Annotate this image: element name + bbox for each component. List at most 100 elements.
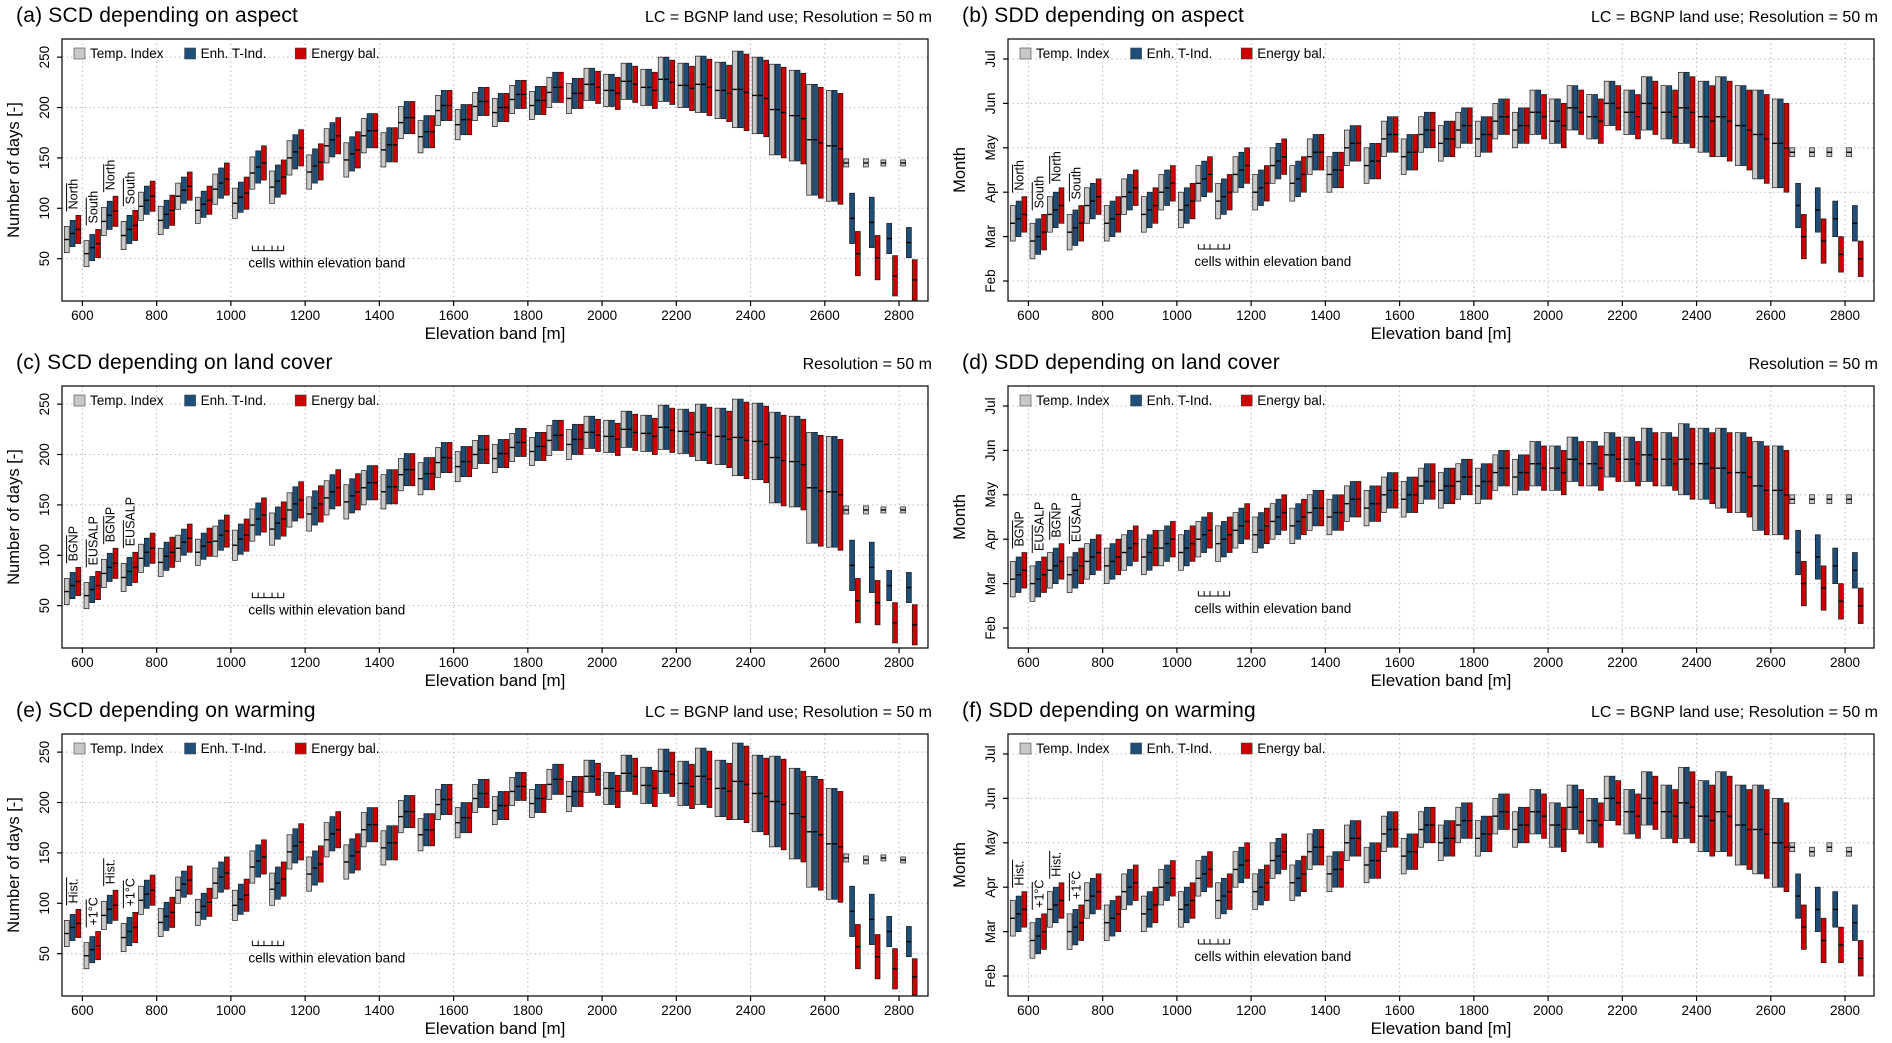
x-tick-label: 1600: [439, 655, 469, 670]
x-axis-label: Elevation band [m]: [425, 324, 566, 343]
x-tick-label: 800: [1091, 655, 1114, 670]
x-tick-label: 2800: [884, 308, 914, 323]
x-tick-label: 2200: [1607, 1003, 1637, 1018]
legend-swatch: [1240, 47, 1253, 60]
x-tick-label: 1400: [1310, 308, 1340, 323]
panel-f-note: LC = BGNP land use; Resolution = 50 m: [1591, 704, 1878, 721]
legend-swatch: [1130, 394, 1142, 407]
axis-frame: [1007, 38, 1875, 302]
cells-annotation-label: cells within elevation band: [1194, 601, 1351, 616]
x-tick-label: 2000: [587, 655, 617, 670]
x-tick-label: 1200: [290, 1003, 320, 1018]
x-tick-label: 1000: [1162, 1003, 1192, 1018]
x-tick-label: 1800: [513, 1003, 543, 1018]
y-tick-label: May: [983, 830, 998, 856]
cells-annotation-label: cells within elevation band: [248, 603, 405, 618]
legend-swatch: [294, 394, 307, 407]
plot-a: 600 800 1000 1200 1400 1600 1800 2000 2200 2400 26…: [5, 38, 929, 343]
y-tick-label: Jun: [983, 92, 998, 114]
legend-label: Energy bal.: [1257, 741, 1325, 756]
legend-swatch: [73, 742, 86, 755]
x-tick-label: 1800: [513, 308, 543, 323]
x-axis-label: Elevation band [m]: [1371, 671, 1512, 690]
legend-label: Enh. T-Ind.: [201, 393, 267, 408]
y-tick-label: 200: [37, 791, 52, 814]
y-tick-label: Jun: [983, 439, 998, 461]
axis-frame: [1007, 733, 1875, 997]
panel-c-note: Resolution = 50 m: [802, 356, 932, 373]
y-axis-label: Month: [951, 494, 969, 540]
x-tick-label: 800: [145, 655, 168, 670]
x-tick-label: 1800: [1459, 1003, 1489, 1018]
group-annotation-label: EUSALP: [1069, 493, 1083, 542]
x-tick-label: 800: [145, 1003, 168, 1018]
legend-label: Energy bal.: [1257, 46, 1325, 61]
legend-swatch: [1240, 394, 1253, 407]
x-tick-label: 2800: [1830, 655, 1860, 670]
y-tick-label: Mar: [983, 919, 998, 943]
group-annotation-label: BGNP: [104, 507, 118, 542]
x-axis-label: Elevation band [m]: [425, 671, 566, 690]
x-tick-label: 1600: [439, 308, 469, 323]
x-tick-label: 600: [1017, 655, 1040, 670]
cells-annotation-label: cells within elevation band: [248, 951, 405, 966]
x-tick-label: 2600: [1756, 308, 1786, 323]
x-tick-label: 2600: [810, 1003, 840, 1018]
legend-label: Enh. T-Ind.: [1147, 741, 1213, 756]
x-tick-label: 2000: [587, 1003, 617, 1018]
legend-swatch: [184, 742, 196, 755]
panel-c-header: (c) SCD depending on land cover Resoluti…: [4, 351, 942, 378]
group-annotation-label: North: [104, 160, 118, 191]
legend-swatch: [294, 47, 307, 60]
group-annotation-label: +1°C: [1032, 880, 1046, 908]
y-tick-label: 50: [37, 946, 52, 961]
panel-b-title: (b) SDD depending on aspect: [962, 4, 1245, 27]
panel-a-note: LC = BGNP land use; Resolution = 50 m: [645, 9, 932, 26]
plot-c: 600 800 1000 1200 1400 1600 1800 2000 2200 2400 26…: [5, 385, 929, 690]
x-axis-label: Elevation band [m]: [1371, 324, 1512, 343]
x-axis-label: Elevation band [m]: [425, 1019, 566, 1038]
x-tick-label: 1200: [1236, 655, 1266, 670]
axis-frame: [61, 38, 929, 302]
legend-label: Temp. Index: [1036, 741, 1110, 756]
x-tick-label: 2400: [1682, 308, 1712, 323]
group-annotation-label: +1°C: [123, 878, 137, 906]
y-tick-label: Feb: [983, 269, 998, 292]
x-tick-label: 600: [71, 308, 94, 323]
group-annotation-label: North: [1050, 151, 1064, 182]
legend-label: Energy bal.: [311, 393, 379, 408]
group-annotation-label: BGNP: [67, 526, 81, 561]
legend-label: Enh. T-Ind.: [201, 741, 267, 756]
legend-label: Enh. T-Ind.: [1147, 46, 1213, 61]
y-tick-label: 250: [37, 46, 52, 69]
panel-d: (d) SDD depending on land cover Resoluti…: [946, 347, 1892, 695]
x-tick-label: 1000: [1162, 308, 1192, 323]
legend-swatch: [73, 394, 86, 407]
panel-e-header: (e) SCD depending on warming LC = BGNP l…: [4, 699, 942, 726]
panel-b-note: LC = BGNP land use; Resolution = 50 m: [1591, 9, 1878, 26]
x-axis-label: Elevation band [m]: [1371, 1019, 1512, 1038]
legend-label: Temp. Index: [90, 741, 164, 756]
panel-a-header: (a) SCD depending on aspect LC = BGNP la…: [4, 4, 942, 31]
y-tick-label: Apr: [983, 876, 998, 898]
axis-frame: [61, 733, 929, 997]
x-tick-label: 600: [71, 1003, 94, 1018]
group-annotation-label: South: [1032, 176, 1046, 209]
x-tick-label: 2800: [1830, 1003, 1860, 1018]
y-tick-label: 150: [37, 842, 52, 865]
x-tick-label: 2000: [1533, 308, 1563, 323]
panel-e-title: (e) SCD depending on warming: [16, 699, 316, 722]
y-tick-label: 250: [37, 393, 52, 416]
y-tick-label: 250: [37, 741, 52, 764]
x-tick-label: 2200: [661, 655, 691, 670]
y-axis-label: Number of days [-]: [5, 102, 23, 238]
plot-d: 600 800 1000 1200 1400 1600 1800 2000 2200 2400 26…: [951, 385, 1875, 690]
legend-label: Energy bal.: [1257, 393, 1325, 408]
y-tick-label: Apr: [983, 181, 998, 203]
axis-frame: [1007, 385, 1875, 649]
y-tick-label: Mar: [983, 571, 998, 595]
group-annotation-label: EUSALP: [86, 516, 100, 565]
group-annotation-label: South: [1069, 167, 1083, 200]
x-tick-label: 2400: [736, 1003, 766, 1018]
